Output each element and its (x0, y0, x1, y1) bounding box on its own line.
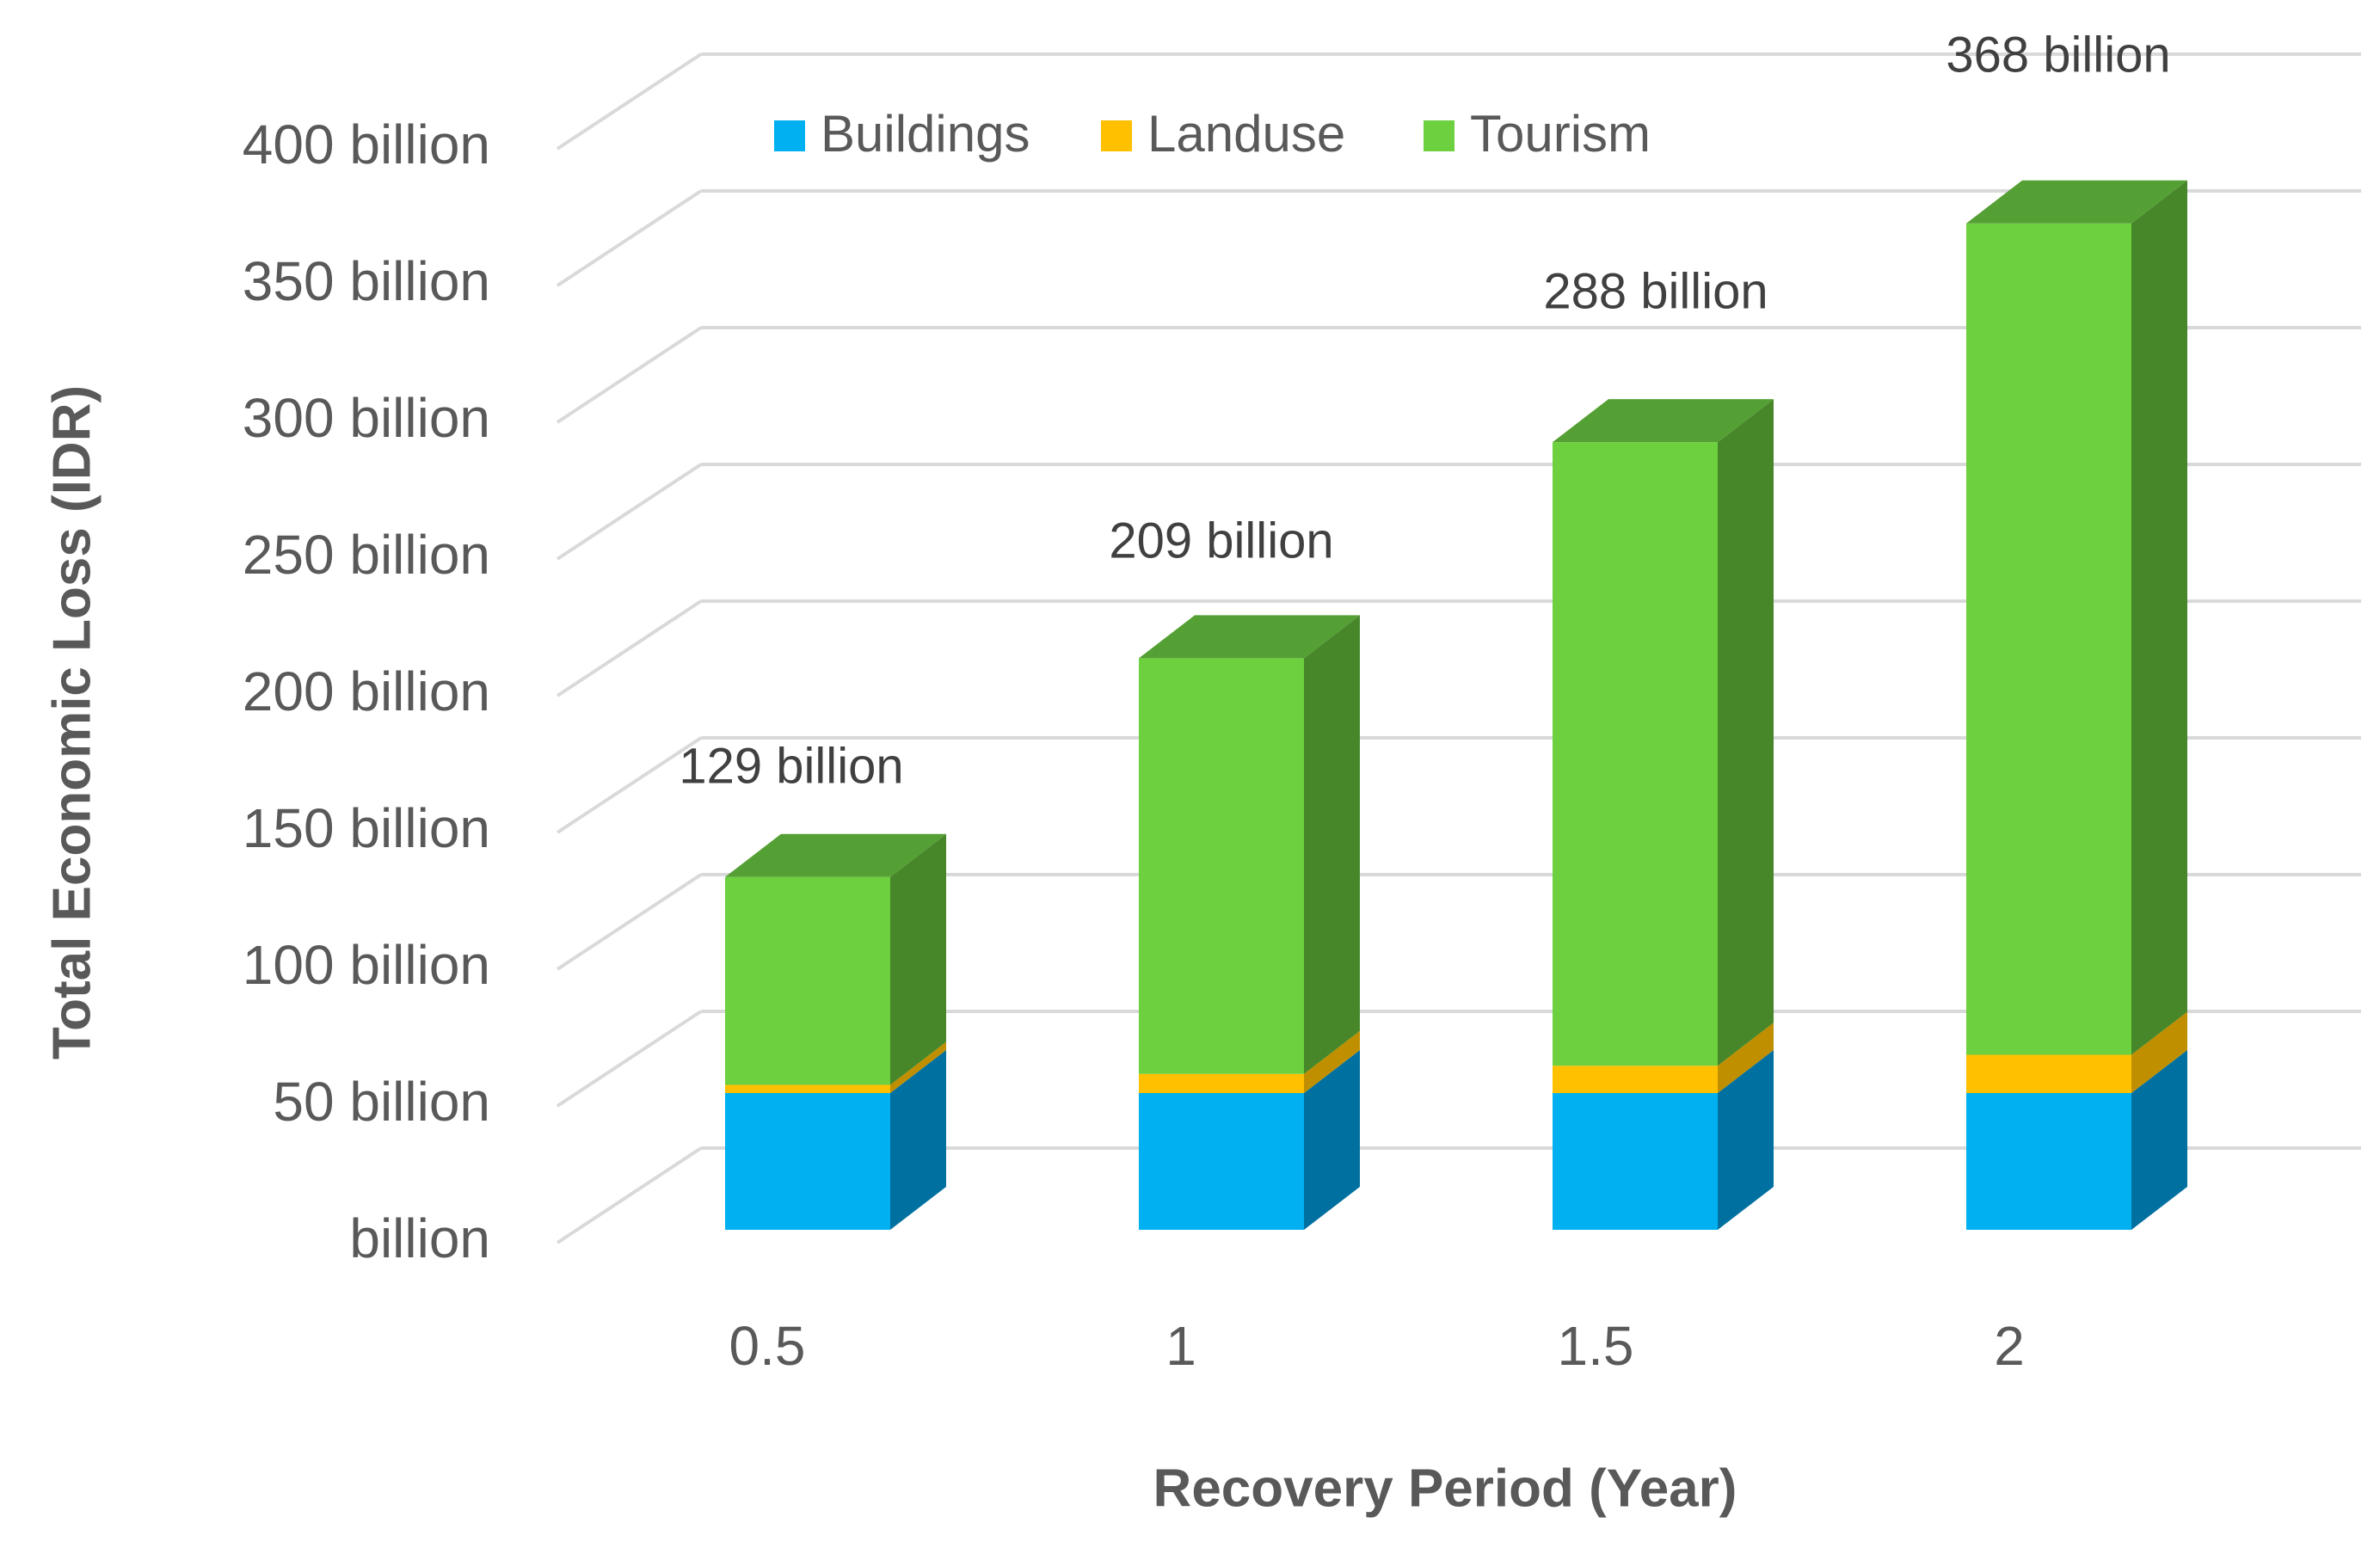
legend-swatch (1424, 120, 1454, 151)
bar-side-buildings (1718, 1050, 1774, 1230)
legend-item-buildings: Buildings (774, 105, 1030, 163)
bar-top (1553, 399, 1774, 443)
legend-swatch (1101, 120, 1132, 151)
gridline-diagonal (556, 52, 703, 150)
total-label: 129 billion (679, 738, 903, 794)
legend: Buildings Landuse Tourism (774, 105, 1651, 163)
legend-item-tourism: Tourism (1424, 105, 1651, 163)
x-axis-title: Recovery Period (Year) (1153, 1459, 1737, 1518)
bars (725, 180, 2187, 1230)
bar-stack-2 (1966, 180, 2187, 1230)
y-tick-label: 400 billion (243, 114, 490, 175)
data-labels: 129 billion 209 billion 288 billion 368 bil… (679, 27, 2170, 794)
bar-segment-landuse (1139, 1073, 1304, 1093)
gridline-diagonal (556, 599, 703, 697)
bar-segment-landuse (1966, 1054, 2131, 1093)
x-tick-label: 2 (1994, 1315, 2025, 1377)
y-tick-label: 150 billion (243, 797, 490, 859)
legend-swatch (774, 120, 805, 151)
bar-side-landuse (2131, 1011, 2187, 1093)
bar-segment-buildings (725, 1093, 890, 1230)
gridline-diagonal (556, 463, 703, 561)
bar-top (1966, 180, 2187, 224)
gridline-diagonal (556, 326, 703, 424)
total-label: 368 billion (1946, 27, 2170, 83)
bar-side-tourism (1304, 615, 1360, 1074)
bar-side-buildings (1304, 1050, 1360, 1230)
bar-top (725, 833, 946, 877)
bar-side-tourism (1718, 399, 1774, 1066)
y-tick-label: 50 billion (273, 1071, 490, 1133)
bar-segment-landuse (1553, 1066, 1718, 1093)
bar-segment-landuse (725, 1084, 890, 1093)
bar-top (1139, 615, 1360, 659)
gridline-diagonal (556, 189, 703, 287)
total-label: 209 billion (1109, 513, 1333, 568)
bar-side-buildings (890, 1050, 946, 1230)
bar-side-tourism (2131, 180, 2187, 1055)
y-tick-label: 200 billion (243, 660, 490, 722)
y-axis-ticks: billion 50 billion 100 billion 150 billion 2… (243, 114, 490, 1269)
bar-segment-tourism (725, 876, 890, 1085)
bar-segment-buildings (1553, 1093, 1718, 1230)
legend-label: Landuse (1147, 105, 1345, 163)
bar-segment-buildings (1139, 1093, 1304, 1230)
x-axis-ticks: 0.5 1 1.5 2 (729, 1315, 2025, 1377)
bar-side-buildings (2131, 1050, 2187, 1230)
x-tick-label: 1 (1165, 1315, 1196, 1377)
gridline-diagonal (556, 1010, 703, 1108)
legend-label: Buildings (821, 105, 1030, 163)
gridline-diagonal (556, 873, 703, 971)
bar-segment-buildings (1966, 1093, 2131, 1230)
y-tick-label: 300 billion (243, 387, 490, 449)
y-tick-label: 100 billion (243, 934, 490, 996)
bar-segment-tourism (1553, 442, 1718, 1066)
x-tick-label: 0.5 (729, 1315, 806, 1377)
y-axis-title: Total Economic Loss (IDR) (42, 385, 101, 1060)
legend-label: Tourism (1470, 105, 1651, 163)
bar-segment-tourism (1139, 658, 1304, 1074)
gridline-diagonal (556, 1146, 703, 1244)
bar-stack-0.5 (725, 833, 946, 1230)
x-tick-label: 1.5 (1558, 1315, 1634, 1377)
bar-side-tourism (890, 833, 946, 1085)
gridline-diagonal (556, 736, 703, 834)
bar-stack-1.5 (1553, 399, 1774, 1230)
bar-segment-tourism (1966, 223, 2131, 1055)
y-tick-label: 250 billion (243, 524, 490, 586)
bar-side-landuse (1718, 1023, 1774, 1093)
bar-side-landuse (1304, 1030, 1360, 1093)
total-label: 288 billion (1543, 263, 1768, 319)
bar-stack-1 (1139, 615, 1360, 1230)
y-tick-label: 350 billion (243, 250, 490, 312)
y-tick-label: billion (349, 1207, 490, 1269)
legend-item-landuse: Landuse (1101, 105, 1345, 163)
bar-side-landuse (890, 1041, 946, 1093)
